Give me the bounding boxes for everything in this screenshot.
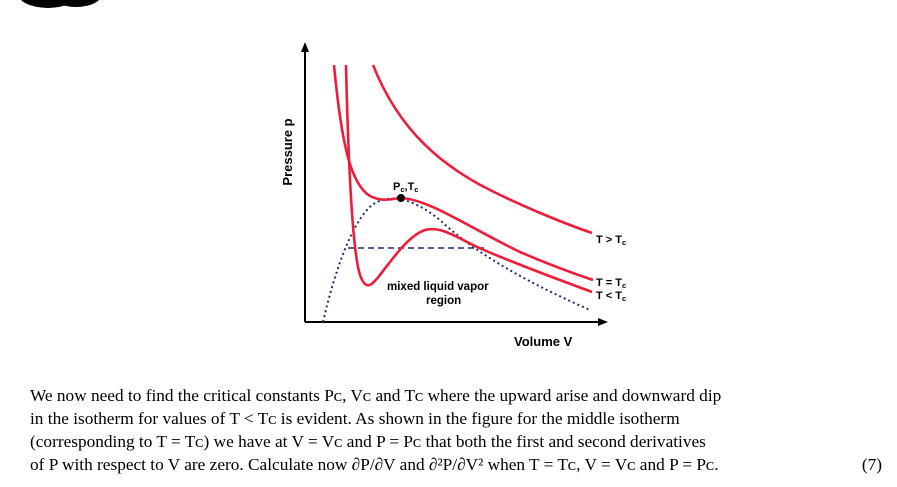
critical-point-label: Pc,Tc [393,181,418,194]
paragraph-line-1: We now need to find the critical constan… [30,386,722,405]
paragraph-line-2: in the isotherm for values of T < Tᴄ is … [30,409,680,428]
y-axis-title: Pressure p [280,118,295,185]
critical-point-marker [397,194,405,202]
label-t-equals-tc: T = Tc [596,277,626,290]
paragraph-line-4-text: of P with respect to V are zero. Calcula… [30,455,719,474]
y-axis-arrow [301,42,309,52]
x-axis-title: Volume V [514,334,573,349]
corner-logo-fragment [20,0,100,8]
body-paragraph: We now need to find the critical constan… [30,384,882,476]
paragraph-line-3: (corresponding to T = Tᴄ) we have at V =… [30,432,706,451]
x-axis-arrow [598,318,608,326]
coexistence-curve [322,197,591,323]
region-label-line2: region [426,295,461,307]
paragraph-line-4: of P with respect to V are zero. Calcula… [30,453,882,476]
equation-number: (7) [861,455,882,474]
label-t-below-tc: T < Tc [596,290,626,303]
isotherm-above-critical [371,64,593,235]
label-t-above-tc: T > Tc [596,234,626,247]
axes [301,42,608,326]
isotherm-below-critical [344,64,593,294]
pv-isotherm-diagram: Pc,Tc T > Tc T = Tc T < Tc mixed liquid … [280,42,626,349]
region-label-line1: mixed liquid vapor [387,281,489,293]
